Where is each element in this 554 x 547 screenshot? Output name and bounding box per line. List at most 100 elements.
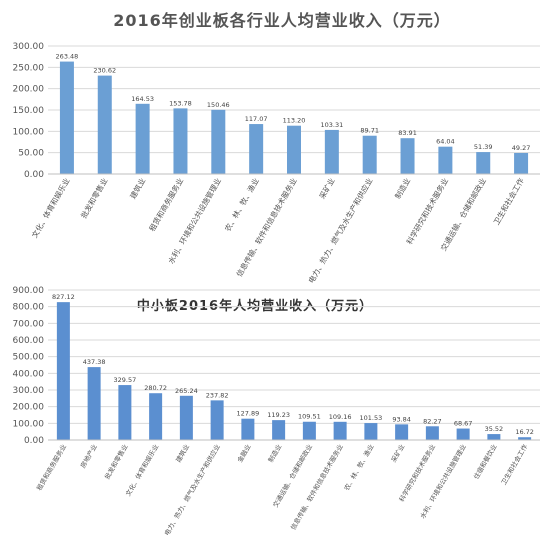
bottom-category-label: 电力、热力、燃气及水生产和供应业 (162, 442, 222, 537)
bottom-bar (302, 421, 316, 440)
top-data-label: 263.48 (56, 53, 79, 61)
top-category-label: 电力、热力、燃气及水生产和供应业 (306, 176, 375, 285)
bottom-category-label: 批发和零售业 (102, 442, 130, 481)
top-category-label: 租赁和商务服务业 (147, 176, 186, 233)
top-chart: 2016年创业板各行业人均营业收入（万元） 0.00 50.00 100.00 150.… (13, 11, 540, 285)
top-y-tick-label: 150.00 (13, 106, 45, 116)
top-bar (438, 146, 453, 174)
top-chart-title: 2016年创业板各行业人均营业收入（万元） (113, 11, 451, 30)
bottom-bar (210, 400, 224, 440)
bottom-category-label: 金融业 (235, 442, 253, 464)
top-bar (514, 152, 529, 174)
top-bar (324, 129, 339, 174)
bottom-data-label: 109.51 (298, 413, 321, 421)
bottom-category-label: 采矿业 (389, 442, 407, 464)
top-category-label: 农、林、牧、渔业 (222, 176, 261, 233)
bottom-y-tick-label: 300.00 (13, 386, 45, 396)
bottom-data-label: 109.16 (329, 413, 352, 421)
top-data-label: 49.27 (512, 144, 531, 152)
bottom-bar (456, 428, 470, 440)
bottom-category-label: 卫生和社会工作 (499, 442, 530, 486)
bottom-category-label: 建筑业 (174, 442, 192, 464)
bottom-bar (333, 421, 347, 440)
bottom-bar (487, 434, 501, 440)
top-data-label: 150.46 (207, 101, 230, 109)
top-category-label: 文化、体育和娱乐业 (29, 176, 72, 240)
bottom-y-tick-label: 200.00 (13, 403, 45, 413)
top-category-label: 制造业 (392, 176, 412, 201)
top-data-label: 153.78 (169, 99, 192, 107)
bottom-y-tick-label: 900.00 (13, 286, 45, 296)
top-bar (97, 75, 112, 174)
bottom-category-label: 租赁和商务服务业 (34, 442, 68, 492)
top-data-label: 230.62 (93, 67, 116, 75)
bottom-bar (118, 385, 132, 440)
bottom-data-label: 437.38 (83, 358, 106, 366)
bottom-chart: 中小板2016年人均营业收入（万元） 0.00 100.00 200.00 300.00… (13, 286, 540, 537)
bottom-y-tick-label: 400.00 (13, 369, 45, 379)
bottom-y-tick-label: 800.00 (13, 303, 45, 313)
top-data-label: 51.39 (474, 143, 493, 151)
top-data-label: 103.31 (320, 121, 343, 129)
top-bar (362, 135, 377, 174)
bottom-data-label: 827.12 (52, 293, 75, 301)
top-category-label: 科学研究和技术服务业 (404, 176, 450, 246)
top-bar (135, 103, 150, 174)
top-bar (59, 61, 74, 175)
top-y-tick-label: 100.00 (13, 127, 45, 137)
bottom-y-tick-label: 600.00 (13, 336, 45, 346)
top-bar (400, 138, 415, 174)
bottom-data-label: 35.52 (485, 425, 504, 433)
top-bar (173, 108, 188, 174)
top-category-label: 建筑业 (127, 176, 147, 201)
bottom-bar (149, 393, 163, 440)
top-data-label: 64.04 (436, 138, 455, 146)
top-bar (476, 152, 491, 174)
bottom-data-label: 82.27 (423, 417, 442, 425)
bottom-data-label: 329.57 (114, 376, 137, 384)
bottom-y-tick-label: 100.00 (13, 419, 45, 429)
bottom-category-label: 文化、体育和娱乐业 (123, 442, 160, 498)
bottom-category-label: 信息传输、软件和信息技术服务业 (288, 442, 345, 531)
bottom-data-label: 127.89 (237, 410, 260, 418)
bottom-bar (56, 302, 70, 440)
bottom-category-label: 住宿和餐饮业 (471, 442, 499, 481)
bottom-data-label: 280.72 (144, 384, 167, 392)
top-bar (211, 109, 226, 174)
bottom-data-label: 101.53 (360, 414, 383, 422)
bottom-data-label: 68.67 (454, 420, 473, 428)
top-data-label: 83.91 (398, 129, 417, 137)
bottom-bar (179, 395, 193, 440)
top-category-label: 卫生和社会工作 (491, 176, 526, 227)
top-y-tick-label: 300.00 (13, 42, 45, 52)
top-bar (287, 125, 301, 174)
bottom-data-label: 93.84 (392, 415, 411, 423)
bottom-data-label: 119.23 (267, 411, 290, 419)
bottom-chart-title: 中小板2016年人均营业收入（万元） (137, 298, 373, 314)
bottom-y-tick-label: 0.00 (24, 436, 44, 446)
bottom-bar (241, 418, 255, 440)
top-data-label: 113.20 (283, 117, 306, 125)
top-y-tick-label: 0.00 (24, 170, 44, 180)
bottom-bar (87, 367, 101, 440)
bottom-data-label: 237.82 (206, 391, 229, 399)
bottom-category-label: 房地产业 (78, 442, 99, 469)
bottom-bar (518, 437, 532, 440)
bottom-category-label: 制造业 (266, 442, 284, 464)
bottom-category-label: 农、林、牧、渔业 (342, 442, 376, 492)
top-data-label: 117.07 (245, 115, 268, 123)
bottom-bar (364, 423, 378, 440)
bottom-bar (395, 424, 409, 440)
bottom-y-tick-label: 500.00 (13, 353, 45, 363)
top-y-tick-label: 250.00 (13, 63, 45, 73)
bottom-data-label: 265.24 (175, 387, 198, 395)
top-bar (249, 124, 264, 174)
bottom-bar (272, 420, 286, 440)
top-data-label: 89.71 (360, 127, 379, 135)
top-y-tick-label: 200.00 (13, 85, 45, 95)
top-data-label: 164.53 (131, 95, 154, 103)
top-category-label: 采矿业 (317, 176, 337, 201)
top-y-tick-label: 50.00 (18, 149, 44, 159)
